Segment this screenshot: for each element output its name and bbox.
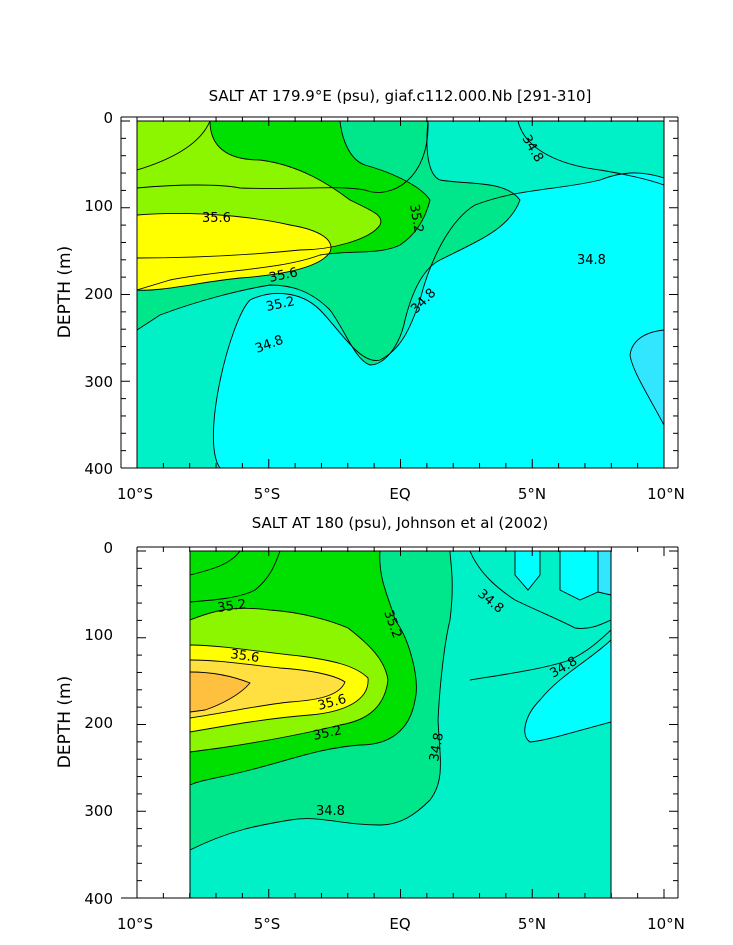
x-tick-label: 5°N (518, 485, 546, 503)
contour-line (190, 551, 417, 786)
contour-line (524, 639, 611, 743)
contour-line (190, 551, 453, 851)
contour-label: 35.2 (312, 723, 343, 744)
x-tick-label: 10°S (117, 915, 153, 933)
contour-label: 35.6 (268, 265, 299, 286)
x-tick-label: 5°S (254, 485, 281, 503)
y-tick-label: 100 (84, 626, 113, 644)
contour-line (469, 629, 611, 681)
contour-label: 35.6 (229, 647, 260, 666)
contour-label: 35.2 (265, 294, 296, 315)
panel-top: SALT AT 179.9°E (psu), giaf.c112.000.Nb … (55, 87, 685, 503)
fill-band-lt34-8 (515, 551, 611, 600)
x-tick-labels-bottom: 10°S 5°S EQ 5°N 10°N (117, 915, 685, 933)
contour-line (190, 551, 241, 576)
y-tick-label: 300 (84, 373, 113, 391)
y-tick-label: 200 (84, 714, 113, 732)
contour-line (190, 607, 389, 753)
x-tick-label: 5°S (254, 915, 281, 933)
contour-fill-bottom (190, 551, 611, 898)
contour-line (514, 551, 541, 591)
y-tick-labels-top: 0 100 200 300 400 (84, 109, 113, 478)
contour-labels-bottom: 35.2 35.2 34.8 35.6 34.8 35.6 35.2 34.8 … (216, 587, 580, 819)
contour-line (137, 121, 429, 193)
contour-line (190, 551, 281, 603)
x-tick-label: 10°N (647, 915, 685, 933)
y-axis-label-top: DEPTH (m) (55, 246, 75, 338)
y-tick-label: 400 (84, 460, 113, 478)
x-tick-label: EQ (389, 485, 410, 503)
contour-label: 35.2 (406, 203, 426, 234)
fill-band-lt34-4 (630, 330, 664, 425)
contour-line (629, 329, 664, 426)
x-tick-label: 10°N (647, 485, 685, 503)
contour-line (137, 121, 431, 291)
contour-fill-top (137, 121, 664, 468)
y-tick-label: 100 (84, 197, 113, 215)
contour-line (137, 121, 382, 259)
contour-label: 35.6 (202, 211, 231, 226)
contour-label: 34.8 (577, 253, 606, 268)
fill-band-35-6-35-8 (137, 213, 331, 291)
y-tick-label: 400 (84, 890, 113, 908)
chart-title-top: SALT AT 179.9°E (psu), giaf.c112.000.Nb … (209, 87, 592, 105)
y-axis-label-bottom: DEPTH (m) (55, 676, 75, 768)
contour-lines-bottom (190, 551, 611, 851)
contour-label: 35.2 (216, 597, 247, 616)
x-tick-label: EQ (389, 915, 410, 933)
fill-band-lt34-8 (524, 640, 611, 742)
contour-line (137, 121, 521, 366)
contour-line (469, 551, 611, 629)
contour-line (137, 121, 211, 171)
ticks-top (121, 117, 678, 469)
contour-line (517, 121, 664, 186)
contour-line (190, 671, 251, 713)
contour-line (190, 659, 346, 719)
y-tick-label: 200 (84, 285, 113, 303)
contour-lines-top (137, 121, 664, 468)
contour-line (190, 644, 369, 733)
chart-title-bottom: SALT AT 180 (psu), Johnson et al (2002) (252, 514, 549, 532)
fill-band-35-8-36-0 (190, 660, 345, 718)
fill-band-lt34-8 (598, 551, 611, 595)
fill-band-gt36-0 (190, 672, 250, 712)
panel-bottom: SALT AT 180 (psu), Johnson et al (2002) (55, 514, 685, 933)
x-tick-label: 5°N (518, 915, 546, 933)
contour-label: 34.8 (316, 804, 345, 819)
y-tick-labels-bottom: 0 100 200 300 400 (84, 539, 113, 908)
contour-label: 34.8 (427, 732, 447, 763)
x-tick-labels-top: 10°S 5°S EQ 5°N 10°N (117, 485, 685, 503)
contour-line (559, 551, 611, 601)
x-tick-label: 10°S (117, 485, 153, 503)
contour-line (137, 212, 332, 291)
ticks-bottom (136, 547, 678, 899)
y-tick-label: 0 (103, 539, 113, 557)
y-tick-label: 0 (103, 109, 113, 127)
y-tick-label: 300 (84, 802, 113, 820)
contour-line (212, 172, 664, 468)
contour-label: 35.6 (316, 692, 348, 714)
